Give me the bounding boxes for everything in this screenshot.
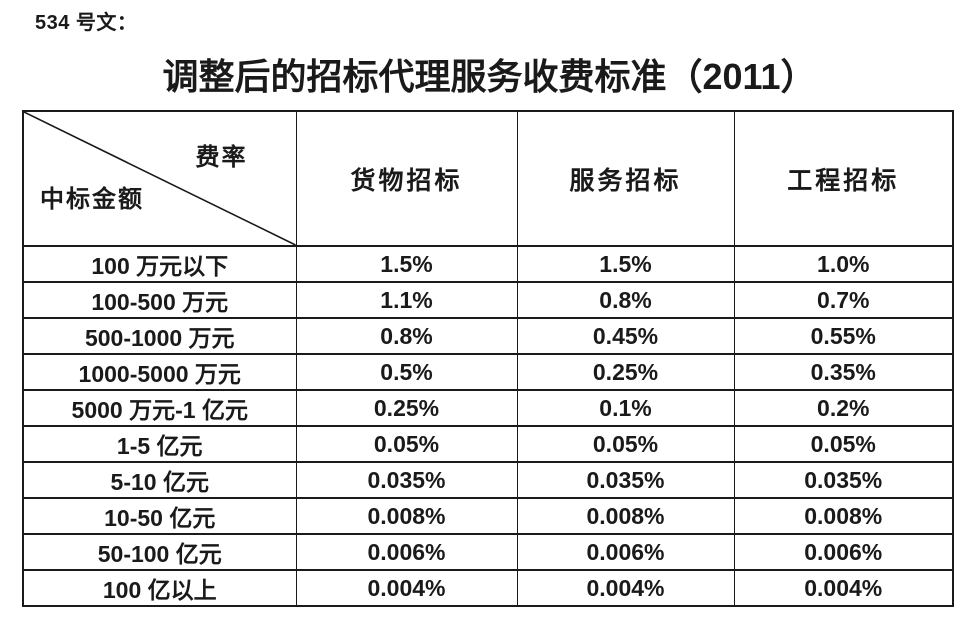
fee-rate-cell: 0.008% bbox=[295, 497, 518, 535]
bid-amount-label: 中标金额 bbox=[40, 186, 144, 213]
fee-rate-cell: 0.05% bbox=[295, 425, 518, 463]
bid-amount-cell: 10-50 亿元 bbox=[22, 497, 297, 535]
fee-rate-label: 费率 bbox=[195, 144, 248, 171]
bid-amount-cell: 1-5 亿元 bbox=[22, 425, 297, 463]
bid-amount-cell: 50-100 亿元 bbox=[22, 533, 297, 571]
fee-rate-cell: 0.55% bbox=[733, 317, 954, 355]
fee-rate-cell: 0.004% bbox=[295, 569, 518, 607]
column-header-engineering: 工程招标 bbox=[733, 110, 954, 247]
bid-amount-cell: 100 亿以上 bbox=[22, 569, 297, 607]
fee-rate-cell: 0.05% bbox=[516, 425, 735, 463]
fee-rate-cell: 0.25% bbox=[295, 389, 518, 427]
fee-rate-cell: 0.1% bbox=[516, 389, 735, 427]
fee-rate-cell: 0.7% bbox=[733, 281, 954, 319]
bid-amount-cell: 5-10 亿元 bbox=[22, 461, 297, 499]
fee-rate-cell: 0.035% bbox=[733, 461, 954, 499]
bid-amount-cell: 1000-5000 万元 bbox=[22, 353, 297, 391]
bid-amount-cell: 100-500 万元 bbox=[22, 281, 297, 319]
fee-rate-cell: 1.0% bbox=[733, 245, 954, 283]
fee-rate-cell: 0.008% bbox=[733, 497, 954, 535]
table-row: 1-5 亿元 0.05% 0.05% 0.05% bbox=[22, 425, 954, 463]
table-row: 100 亿以上 0.004% 0.004% 0.004% bbox=[22, 569, 954, 607]
table-row: 5000 万元-1 亿元 0.25% 0.1% 0.2% bbox=[22, 389, 954, 427]
bid-amount-cell: 5000 万元-1 亿元 bbox=[22, 389, 297, 427]
doc-number-label: 534 号文： bbox=[35, 12, 138, 34]
table-row: 1000-5000 万元 0.5% 0.25% 0.35% bbox=[22, 353, 954, 391]
page-title: 调整后的招标代理服务收费标准（2011） bbox=[162, 56, 817, 97]
fee-rate-table: 费率 中标金额 货物招标 服务招标 工程招标 100 万元以下 1.5% 1.5% 1… bbox=[22, 110, 954, 607]
fee-rate-cell: 0.004% bbox=[733, 569, 954, 607]
fee-rate-cell: 0.035% bbox=[516, 461, 735, 499]
fee-rate-cell: 1.5% bbox=[295, 245, 518, 283]
bid-amount-cell: 500-1000 万元 bbox=[22, 317, 297, 355]
bid-amount-cell: 100 万元以下 bbox=[22, 245, 297, 283]
fee-rate-cell: 0.45% bbox=[516, 317, 735, 355]
diagonal-divider-line bbox=[24, 112, 296, 245]
fee-rate-cell: 1.1% bbox=[295, 281, 518, 319]
table-row: 100 万元以下 1.5% 1.5% 1.0% bbox=[22, 245, 954, 283]
fee-rate-cell: 0.8% bbox=[516, 281, 735, 319]
table-row: 10-50 亿元 0.008% 0.008% 0.008% bbox=[22, 497, 954, 535]
table-body: 100 万元以下 1.5% 1.5% 1.0% 100-500 万元 1.1% 0.8% 0.… bbox=[22, 245, 954, 607]
fee-rate-cell: 0.35% bbox=[733, 353, 954, 391]
header-row: 费率 中标金额 货物招标 服务招标 工程招标 bbox=[22, 110, 954, 247]
table-row: 50-100 亿元 0.006% 0.006% 0.006% bbox=[22, 533, 954, 571]
column-header-services: 服务招标 bbox=[516, 110, 735, 247]
fee-rate-cell: 0.2% bbox=[733, 389, 954, 427]
fee-rate-cell: 1.5% bbox=[516, 245, 735, 283]
fee-rate-cell: 0.006% bbox=[295, 533, 518, 571]
fee-rate-cell: 0.006% bbox=[516, 533, 735, 571]
fee-rate-cell: 0.006% bbox=[733, 533, 954, 571]
table-row: 100-500 万元 1.1% 0.8% 0.7% bbox=[22, 281, 954, 319]
fee-rate-cell: 0.004% bbox=[516, 569, 735, 607]
fee-rate-cell: 0.5% bbox=[295, 353, 518, 391]
fee-rate-cell: 0.25% bbox=[516, 353, 735, 391]
column-header-goods: 货物招标 bbox=[295, 110, 518, 247]
table-row: 5-10 亿元 0.035% 0.035% 0.035% bbox=[22, 461, 954, 499]
fee-rate-cell: 0.008% bbox=[516, 497, 735, 535]
fee-rate-cell: 0.035% bbox=[295, 461, 518, 499]
corner-header-cell: 费率 中标金额 bbox=[22, 110, 297, 247]
fee-rate-cell: 0.8% bbox=[295, 317, 518, 355]
fee-rate-cell: 0.05% bbox=[733, 425, 954, 463]
table-row: 500-1000 万元 0.8% 0.45% 0.55% bbox=[22, 317, 954, 355]
